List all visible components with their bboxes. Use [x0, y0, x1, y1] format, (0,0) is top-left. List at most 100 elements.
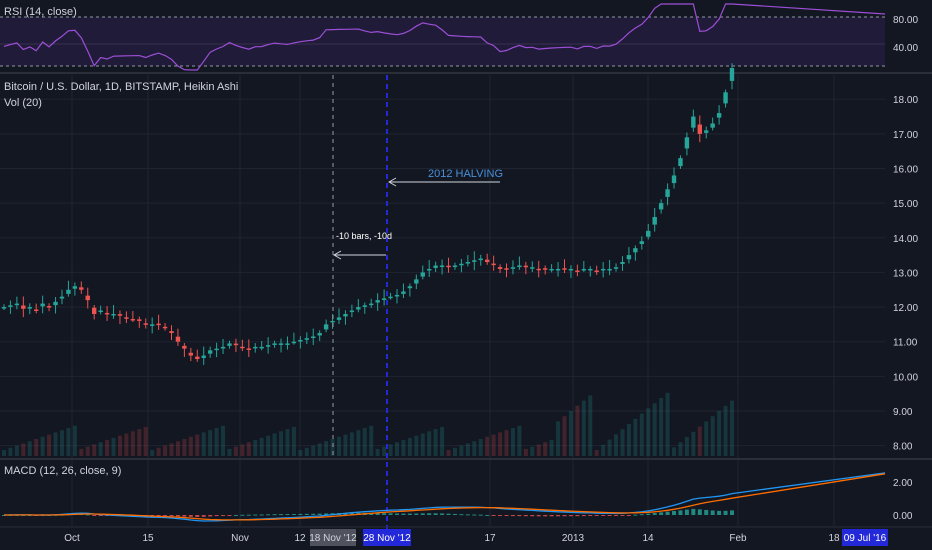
candle-body — [484, 259, 490, 263]
candle-body — [497, 267, 503, 269]
macd-histogram-bar — [240, 514, 245, 516]
volume-label[interactable]: Vol (20) — [4, 97, 42, 109]
candle-body — [188, 352, 194, 356]
candle-body — [710, 123, 715, 128]
volume-bar — [626, 424, 631, 456]
time-tick-label: 2013 — [562, 533, 585, 544]
halving-date-badge — [363, 529, 411, 546]
signal-line — [4, 473, 886, 521]
macd-histogram-bar — [298, 513, 303, 515]
volume-bar — [678, 442, 683, 456]
macd-histogram-bar — [201, 515, 206, 517]
candle-body — [343, 313, 348, 317]
macd-histogram-bar — [626, 515, 631, 516]
volume-bar — [491, 434, 496, 456]
macd-histogram-bar — [697, 509, 702, 515]
volume-bar — [117, 435, 122, 456]
volume-bar — [240, 444, 245, 456]
rsi-title[interactable]: RSI (14, close) — [4, 6, 77, 18]
candle-body — [491, 263, 496, 266]
candle-body — [66, 289, 71, 294]
volume-bar — [182, 439, 187, 456]
macd-histogram-bar — [388, 513, 393, 515]
candle-body — [542, 268, 548, 270]
price-tick-label: 16.00 — [893, 165, 918, 176]
candle-body — [427, 268, 432, 271]
volume-bar — [246, 442, 251, 456]
macd-histogram-bar — [285, 514, 290, 516]
volume-bar — [607, 439, 612, 456]
candle-body — [414, 279, 419, 284]
macd-histogram-bar — [652, 513, 657, 515]
volume-bar — [717, 411, 722, 456]
macd-histogram-bar — [704, 509, 709, 515]
time-axis[interactable]: Oct 15 Nov 12 17 2013 14 Feb 18 18 Nov '12 28 No… — [0, 526, 932, 546]
macd-histogram-bar — [279, 514, 284, 516]
candle-body — [201, 355, 206, 358]
volume-bar — [266, 435, 271, 456]
candle-body — [626, 255, 632, 260]
volume-bar — [285, 429, 290, 456]
candle-body — [517, 265, 522, 268]
candle-body — [53, 301, 58, 306]
price-tick-label: 18.00 — [893, 95, 918, 106]
volume-bar — [504, 430, 509, 456]
macd-pane[interactable]: 2.00 0.00 — [2, 472, 913, 522]
candle-body — [117, 314, 123, 316]
candle-body — [594, 270, 599, 273]
volume-bar — [233, 446, 238, 456]
rsi-pane[interactable]: 80.00 40.00 — [0, 0, 918, 72]
macd-title[interactable]: MACD (12, 26, close, 9) — [4, 465, 122, 477]
price-tick-label: 8.00 — [893, 442, 913, 453]
main-pane[interactable]: 2012 HALVING -10 bars, -10d 18.00 17.00 16… — [0, 63, 918, 530]
candle-body — [401, 291, 406, 294]
volume-bar — [588, 395, 593, 456]
volume-bar — [150, 450, 155, 456]
volume-bar — [169, 443, 174, 456]
volume-bar — [407, 437, 412, 456]
macd-histogram-bar — [575, 515, 580, 517]
candle-body — [104, 312, 110, 315]
volume-bar — [723, 405, 728, 456]
volume-bar — [568, 411, 573, 456]
macd-histogram-bar — [588, 515, 593, 517]
macd-histogram-bar — [182, 515, 187, 517]
macd-histogram-bar — [659, 512, 664, 515]
volume-bar — [298, 450, 303, 456]
volume-bar — [684, 437, 689, 456]
volume-bar — [549, 440, 554, 456]
candle-body — [562, 268, 567, 270]
volume-bar — [85, 446, 90, 456]
halving-date: 28 Nov '12 — [363, 533, 411, 544]
volume-bar — [47, 434, 52, 456]
candle-body — [536, 268, 541, 271]
main-title[interactable]: Bitcoin / U.S. Dollar, 1D, BITSTAMP, Hei… — [4, 81, 239, 93]
volume-bar — [498, 432, 503, 456]
volume-bar — [575, 405, 580, 456]
candle-body — [549, 268, 554, 271]
macd-histogram-bar — [556, 515, 561, 517]
candle-body — [330, 320, 335, 323]
macd-histogram-bar — [594, 515, 599, 516]
volume-bar — [581, 400, 586, 456]
candle-body — [678, 158, 683, 167]
price-axis[interactable]: 18.00 17.00 16.00 15.00 14.00 13.00 12.00 11.00… — [893, 95, 918, 452]
macd-histogram-bar — [691, 508, 696, 515]
candle-body — [600, 268, 606, 271]
macd-histogram-bar — [369, 512, 374, 515]
volume-bar — [208, 430, 213, 456]
candle-body — [220, 346, 226, 349]
candle-body — [639, 241, 645, 245]
volume-bar — [543, 442, 548, 456]
crosshair-date: 18 Nov '12 — [309, 533, 357, 544]
macd-histogram-bar — [233, 514, 238, 516]
candle-body — [149, 324, 155, 326]
candle-body — [278, 343, 284, 345]
macd-histogram-bar — [581, 515, 586, 517]
volume-bar — [659, 398, 664, 456]
candle-body — [568, 268, 574, 271]
volume-bar — [704, 421, 709, 456]
price-tick-label: 11.00 — [893, 338, 918, 349]
macd-histogram-bar — [723, 510, 728, 515]
